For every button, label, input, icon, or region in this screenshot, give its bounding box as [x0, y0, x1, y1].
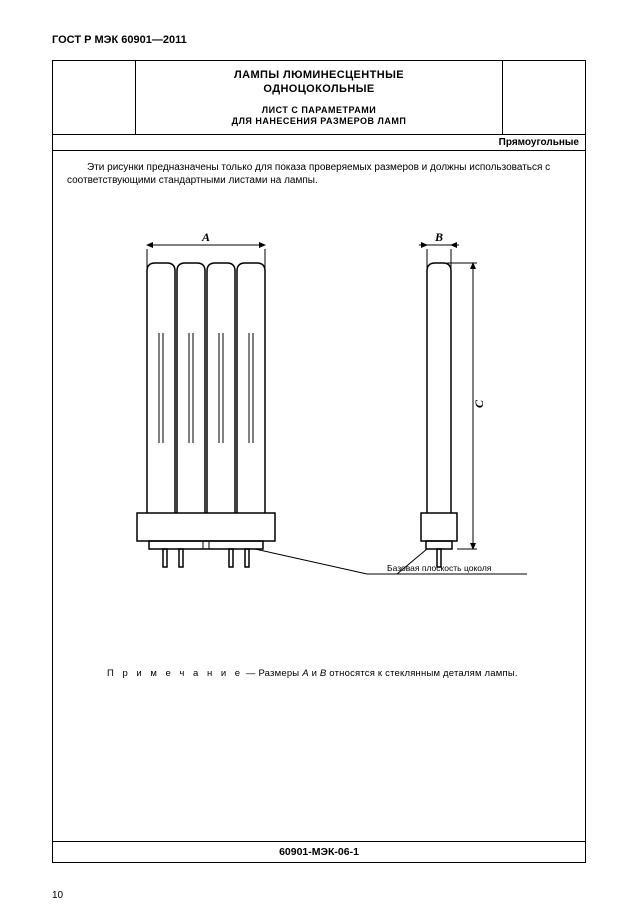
title-main: ЛАМПЫ ЛЮМИНЕСЦЕНТНЫЕ ОДНОЦОКОЛЬНЫЕ — [140, 69, 498, 97]
title-line-1b: ОДНОЦОКОЛЬНЫЕ — [263, 83, 374, 95]
svg-text:B: B — [434, 230, 443, 244]
footer-code: 60901-МЭК-06-1 — [53, 841, 585, 862]
page-number: 10 — [52, 890, 63, 901]
note-body2: относятся к стеклянным деталям лампы. — [326, 668, 517, 679]
document-standard-header: ГОСТ Р МЭК 60901—2011 — [52, 34, 586, 46]
title-left-cell — [53, 61, 136, 134]
note-and: и — [309, 668, 320, 679]
note-body1: Размеры — [258, 668, 302, 679]
title-sub: ЛИСТ С ПАРАМЕТРАМИ ДЛЯ НАНЕСЕНИЯ РАЗМЕРО… — [140, 105, 498, 128]
svg-text:C: C — [472, 399, 486, 408]
title-line-2b: ДЛЯ НАНЕСЕНИЯ РАЗМЕРОВ ЛАМП — [232, 116, 407, 126]
diagram-svg: A B C Базовая плоскость цоколя — [67, 218, 567, 628]
title-right-cell — [502, 61, 585, 134]
note-dash: — — [243, 668, 258, 679]
title-block: ЛАМПЫ ЛЮМИНЕСЦЕНТНЫЕ ОДНОЦОКОЛЬНЫЕ ЛИСТ … — [53, 61, 585, 135]
title-center-cell: ЛАМПЫ ЛЮМИНЕСЦЕНТНЫЕ ОДНОЦОКОЛЬНЫЕ ЛИСТ … — [136, 61, 502, 134]
svg-text:A: A — [201, 230, 210, 244]
note-prefix: П р и м е ч а н и е — [107, 668, 243, 679]
subtype-row: Прямоугольные — [53, 135, 585, 151]
intro-paragraph: Эти рисунки предназначены только для пок… — [67, 161, 571, 188]
title-line-2a: ЛИСТ С ПАРАМЕТРАМИ — [262, 105, 376, 115]
lamp-diagram: A B C Базовая плоскость цоколя — [67, 218, 571, 628]
body-area: Эти рисунки предназначены только для пок… — [53, 151, 585, 841]
page: ГОСТ Р МЭК 60901—2011 ЛАМПЫ ЛЮМИНЕСЦЕНТН… — [0, 0, 630, 913]
content-frame: ЛАМПЫ ЛЮМИНЕСЦЕНТНЫЕ ОДНОЦОКОЛЬНЫЕ ЛИСТ … — [52, 60, 586, 863]
title-line-1a: ЛАМПЫ ЛЮМИНЕСЦЕНТНЫЕ — [234, 69, 404, 81]
svg-text:Базовая плоскость цоколя: Базовая плоскость цоколя — [387, 563, 492, 573]
note: П р и м е ч а н и е — Размеры A и B отно… — [67, 668, 571, 679]
